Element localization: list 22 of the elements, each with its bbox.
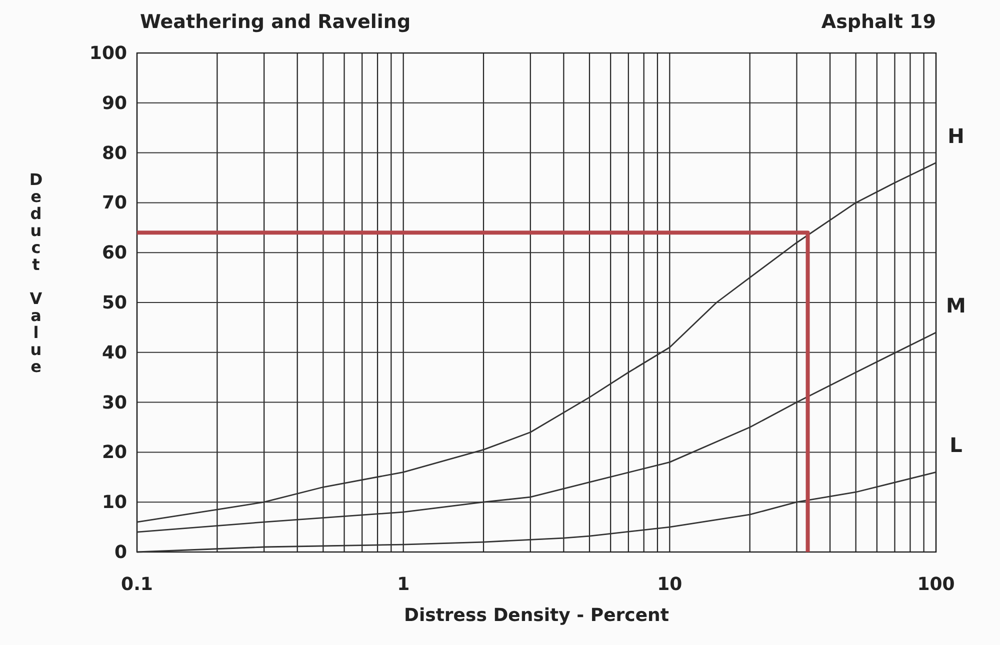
y-tick-label: 70 [102, 192, 127, 214]
x-tick-label: 100 [917, 574, 955, 595]
text: Asphalt 19 [821, 11, 936, 33]
y-tick-label: 100 [89, 43, 127, 64]
series-label: L [950, 433, 963, 458]
y-tick-label: 50 [102, 292, 127, 314]
y-tick-label: 20 [102, 442, 127, 464]
y-axis-title: Deduct Value [26, 170, 46, 374]
x-axis-title: Distress Density - Percent [404, 605, 670, 626]
y-tick-label: 30 [102, 392, 127, 414]
chart-title: Weathering and Raveling [140, 11, 411, 33]
x-tick-label: 0.1 [121, 574, 153, 595]
y-tick-label: 90 [102, 92, 127, 114]
series-label: M [946, 293, 966, 318]
y-tick-label: 10 [102, 492, 127, 514]
x-tick-label: 10 [657, 574, 682, 595]
y-tick-label: 0 [114, 542, 127, 563]
y-tick-label: 80 [102, 142, 127, 164]
y-tick-label: 40 [102, 342, 127, 364]
series-label: H [948, 124, 964, 148]
x-tick-label: 1 [397, 574, 410, 595]
y-tick-label: 60 [102, 242, 127, 264]
